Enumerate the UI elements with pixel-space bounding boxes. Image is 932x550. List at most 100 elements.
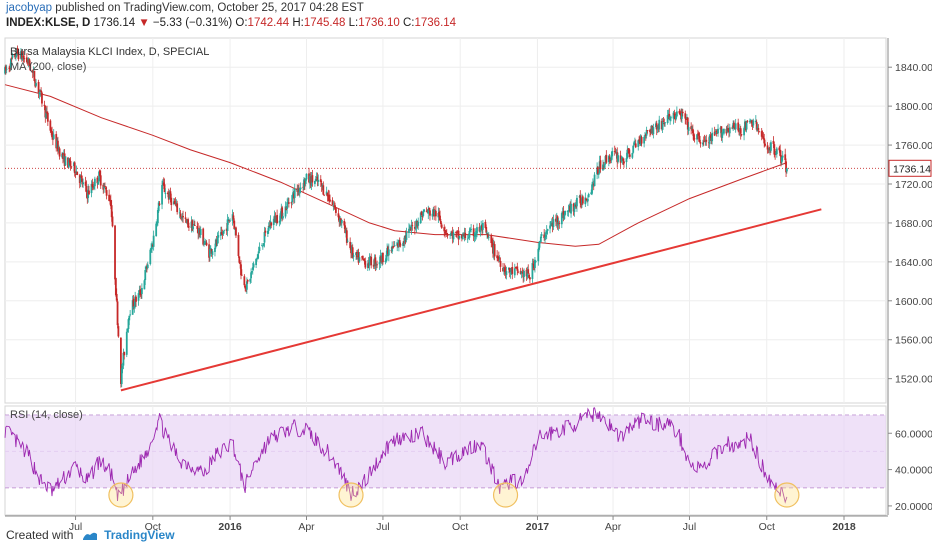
ma-200-line: [4, 84, 788, 247]
candle-body: [33, 70, 36, 82]
low-label: L:: [348, 17, 359, 29]
candle-body: [25, 57, 28, 63]
support-trendline[interactable]: [120, 208, 822, 392]
candle-body: [607, 156, 610, 162]
candle-body: [476, 227, 478, 234]
candle-body: [531, 263, 534, 279]
candle-body: [434, 210, 437, 217]
candle-body: [26, 61, 29, 64]
candle-body: [587, 193, 590, 198]
candle-body: [267, 226, 270, 231]
candle-body: [43, 104, 46, 106]
candle-body: [666, 115, 669, 124]
candle-body: [558, 222, 561, 224]
candle-body: [778, 147, 781, 151]
candle-body: [754, 120, 757, 122]
candle-body: [93, 178, 96, 187]
candle-body: [528, 274, 530, 279]
candle-body: [450, 232, 452, 236]
candle-body: [745, 121, 748, 130]
candle-body: [45, 112, 48, 119]
candle-body: [423, 209, 425, 212]
candle-body: [646, 130, 649, 131]
high-label: H:: [292, 17, 304, 29]
candle-body: [623, 161, 625, 164]
candle-body: [344, 225, 347, 234]
candle-body: [410, 224, 413, 230]
candle-body: [129, 314, 132, 316]
candle-body: [151, 244, 153, 250]
candle-body: [692, 133, 695, 140]
candle-body: [481, 222, 484, 230]
candle-body: [140, 293, 142, 296]
candle-body: [440, 224, 443, 228]
candle-body: [149, 249, 152, 265]
candle-body: [392, 247, 394, 249]
candle-body: [322, 185, 325, 195]
candle-body: [619, 155, 622, 163]
candle-body: [114, 225, 116, 280]
candle-body: [170, 197, 173, 206]
author-link[interactable]: jacobyap: [6, 2, 53, 14]
candle-body: [567, 210, 570, 212]
candle-body: [511, 267, 514, 274]
candle-body: [611, 151, 614, 157]
candle-body: [128, 315, 131, 321]
candle-body: [637, 140, 640, 147]
candle-body: [784, 154, 787, 160]
candle-body: [414, 226, 417, 228]
candle-body: [631, 152, 634, 158]
candle-body: [29, 64, 32, 71]
candle-body: [221, 234, 224, 235]
low-value: 1736.10: [358, 17, 400, 29]
candle-body: [35, 83, 37, 86]
candle-body: [299, 187, 302, 190]
candle-body: [175, 202, 178, 204]
candle-body: [419, 212, 422, 224]
rsi-path: [4, 407, 788, 504]
candle-body: [675, 115, 677, 120]
candle-body: [693, 138, 696, 140]
candle-body: [503, 267, 506, 273]
ma-indicator-label: MA (200, close): [10, 61, 86, 73]
candle-body: [22, 55, 25, 59]
rsi-oversold-highlight: [492, 482, 519, 508]
candle-body: [613, 150, 616, 152]
candle-body: [645, 129, 648, 136]
trendline[interactable]: [120, 208, 822, 392]
candle-body: [239, 262, 242, 264]
candle-body: [144, 270, 147, 281]
candle-body: [109, 199, 112, 207]
candle-body: [484, 221, 487, 228]
candle-body: [752, 120, 755, 126]
candle-body: [252, 263, 255, 268]
candle-body: [41, 92, 43, 104]
candle-body: [564, 210, 567, 215]
candle-body: [368, 256, 371, 266]
candle-body: [50, 129, 53, 132]
candle-body: [97, 181, 100, 185]
candle-body: [9, 58, 12, 68]
candle-body: [169, 191, 172, 199]
candle-body: [92, 185, 95, 188]
candle-body: [539, 242, 541, 244]
candle-body: [376, 264, 378, 266]
candle-body: [152, 235, 155, 247]
candle-body: [521, 271, 524, 273]
tradingview-brand[interactable]: TradingView: [104, 528, 175, 542]
candle-body: [675, 111, 678, 117]
high-value: 1745.48: [303, 17, 346, 29]
candle-body: [597, 167, 599, 175]
published-text: published on TradingView.com, October 25…: [55, 2, 364, 14]
candle-body: [773, 144, 776, 155]
candle-body: [139, 289, 142, 295]
candle-body: [772, 140, 775, 144]
candle-body: [233, 220, 236, 230]
candle-body: [202, 228, 205, 245]
candle-body: [290, 202, 293, 204]
candle-body: [686, 117, 689, 130]
candle-body: [550, 224, 552, 227]
candle-body: [84, 181, 87, 186]
candle-body: [652, 127, 655, 135]
